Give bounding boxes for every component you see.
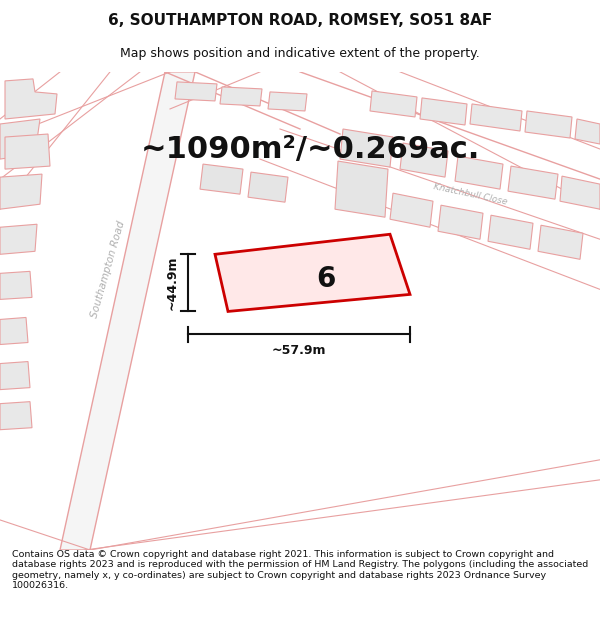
Polygon shape bbox=[215, 234, 410, 311]
Polygon shape bbox=[60, 72, 195, 550]
Polygon shape bbox=[0, 271, 32, 299]
Polygon shape bbox=[220, 87, 262, 106]
Polygon shape bbox=[455, 156, 503, 189]
Polygon shape bbox=[0, 402, 32, 430]
Polygon shape bbox=[268, 92, 307, 111]
Text: ~1090m²/~0.269ac.: ~1090m²/~0.269ac. bbox=[140, 134, 479, 164]
Polygon shape bbox=[5, 79, 57, 119]
Polygon shape bbox=[575, 119, 600, 144]
Text: ~57.9m: ~57.9m bbox=[272, 344, 326, 357]
Text: 6: 6 bbox=[316, 264, 335, 292]
Polygon shape bbox=[200, 164, 243, 194]
Text: Contains OS data © Crown copyright and database right 2021. This information is : Contains OS data © Crown copyright and d… bbox=[12, 550, 588, 590]
Polygon shape bbox=[0, 224, 37, 254]
Polygon shape bbox=[420, 98, 467, 125]
Text: 6, SOUTHAMPTON ROAD, ROMSEY, SO51 8AF: 6, SOUTHAMPTON ROAD, ROMSEY, SO51 8AF bbox=[108, 12, 492, 28]
Text: Southampton Road: Southampton Road bbox=[89, 219, 127, 319]
Polygon shape bbox=[508, 166, 558, 199]
Polygon shape bbox=[5, 134, 50, 169]
Polygon shape bbox=[248, 172, 288, 202]
Polygon shape bbox=[470, 104, 522, 131]
Polygon shape bbox=[438, 205, 483, 239]
Polygon shape bbox=[340, 129, 393, 167]
Polygon shape bbox=[175, 82, 217, 101]
Polygon shape bbox=[538, 225, 583, 259]
Polygon shape bbox=[370, 91, 417, 117]
Text: Knatchbull Close: Knatchbull Close bbox=[432, 182, 508, 206]
Polygon shape bbox=[400, 143, 448, 177]
Polygon shape bbox=[525, 111, 572, 138]
Text: ~44.9m: ~44.9m bbox=[166, 256, 179, 310]
Polygon shape bbox=[0, 174, 42, 209]
Polygon shape bbox=[560, 176, 600, 209]
Polygon shape bbox=[0, 318, 28, 344]
Polygon shape bbox=[0, 119, 40, 159]
Polygon shape bbox=[335, 161, 388, 217]
Text: Map shows position and indicative extent of the property.: Map shows position and indicative extent… bbox=[120, 48, 480, 61]
Polygon shape bbox=[488, 215, 533, 249]
Polygon shape bbox=[0, 361, 30, 389]
Polygon shape bbox=[390, 193, 433, 228]
